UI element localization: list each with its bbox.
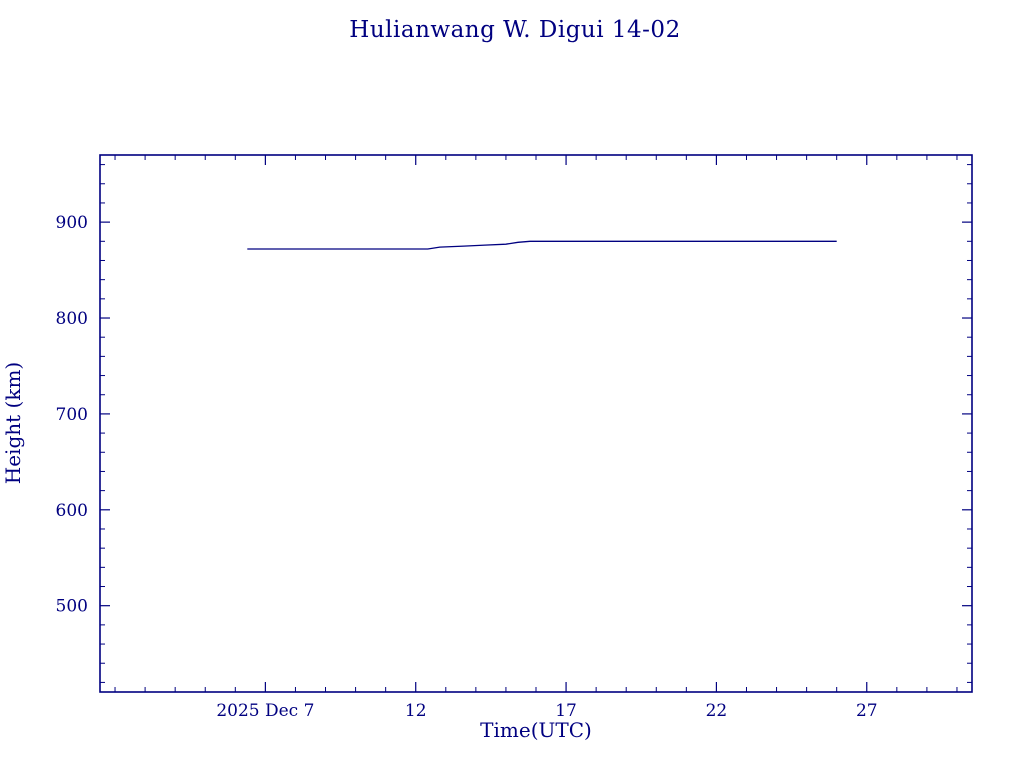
y-tick-label: 600 xyxy=(56,501,88,521)
x-tick-label: 22 xyxy=(706,701,728,721)
y-tick-label: 700 xyxy=(56,405,88,425)
y-tick-label: 800 xyxy=(56,309,88,329)
y-tick-label: 500 xyxy=(56,597,88,617)
x-tick-label: 27 xyxy=(856,701,878,721)
x-tick-label: 17 xyxy=(555,701,577,721)
plot-area: 2025 Dec 7 12 17 22 27 500 600 700 800 900 xyxy=(56,154,973,721)
x-axis-label: Time(UTC) xyxy=(480,718,592,742)
orbit-height-series-line xyxy=(247,240,837,250)
chart-title: Hulianwang W. Digui 14-02 xyxy=(349,17,680,43)
x-tick-label: 2025 Dec 7 xyxy=(216,701,314,721)
y-axis-label: Height (km) xyxy=(1,362,25,484)
x-tick-label: 12 xyxy=(405,701,427,721)
y-tick-label: 900 xyxy=(56,213,88,233)
plot-frame xyxy=(99,154,973,693)
